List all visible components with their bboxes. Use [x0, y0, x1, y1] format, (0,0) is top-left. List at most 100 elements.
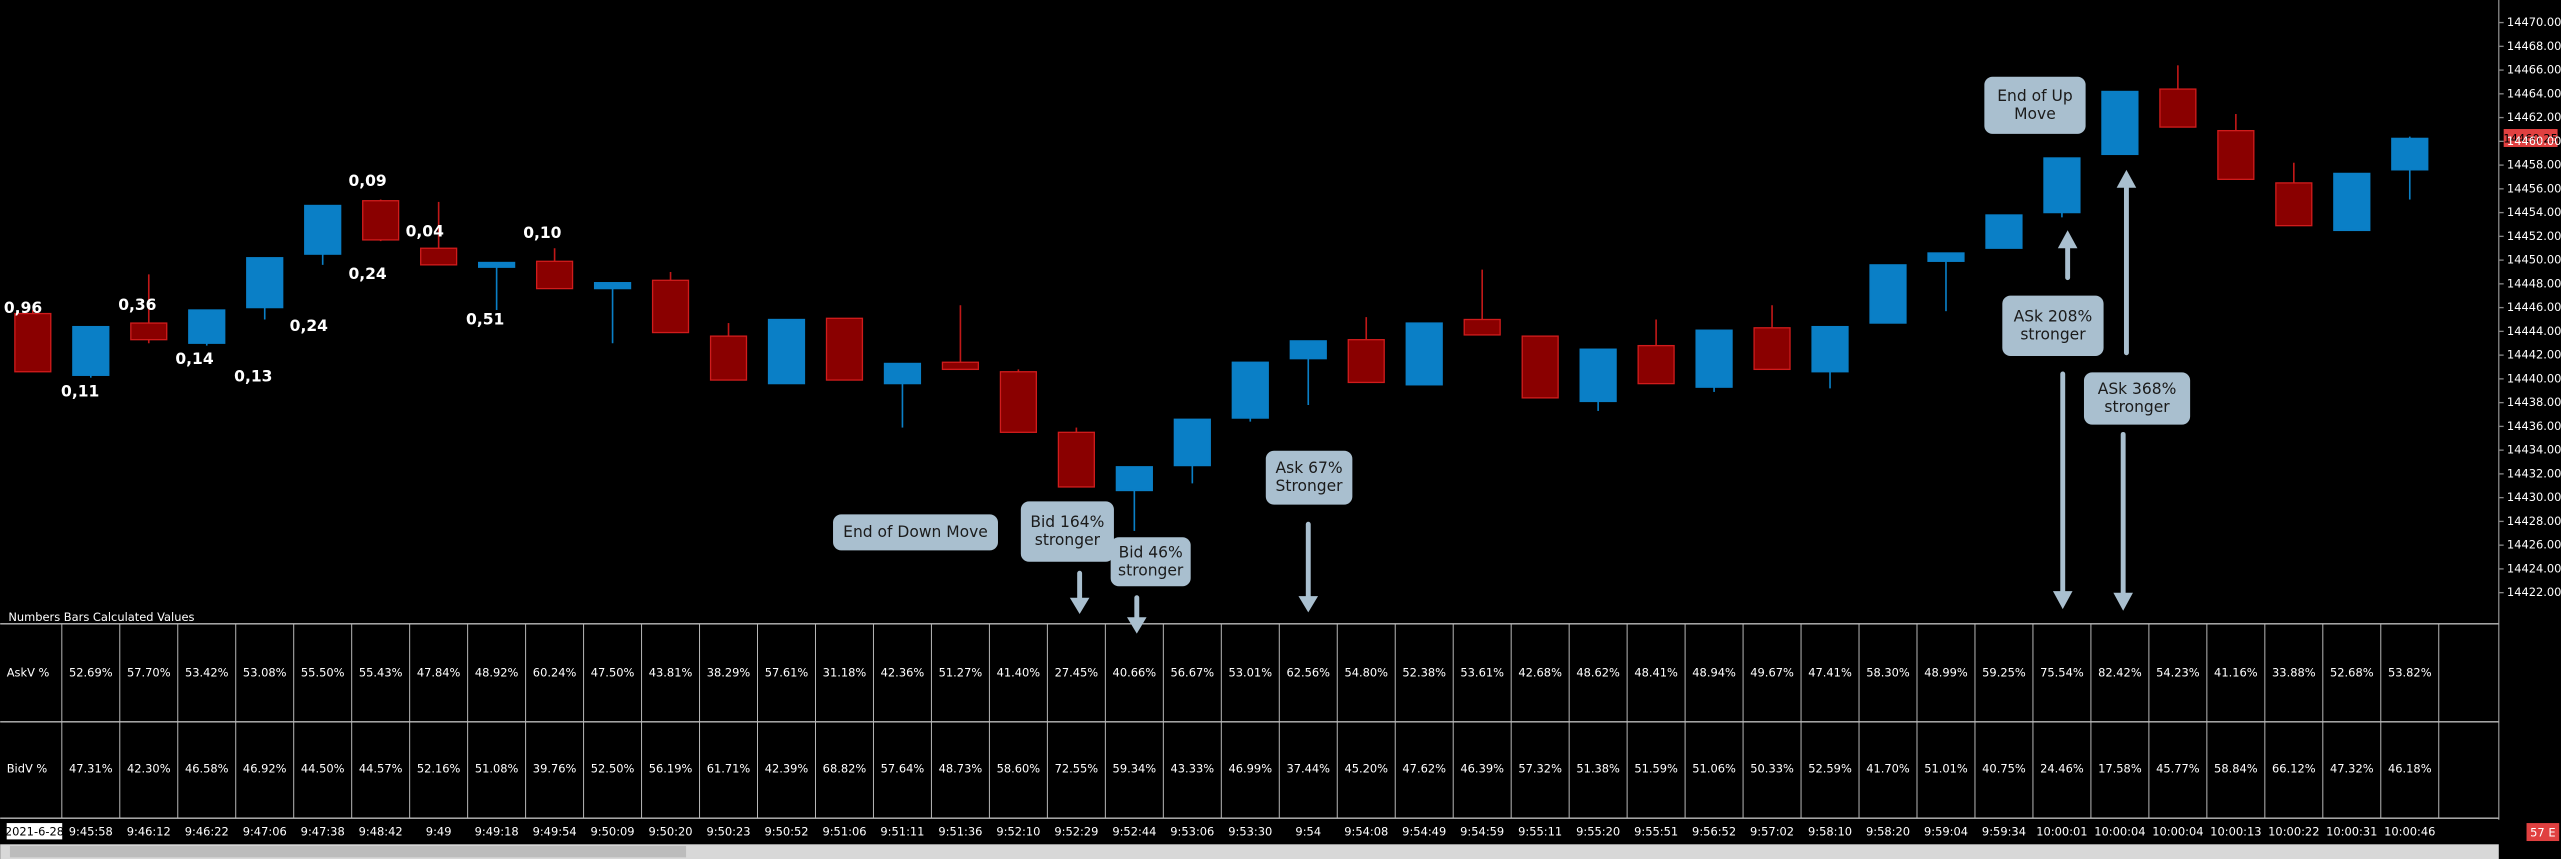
- table-cell: 59.34%: [1113, 762, 1157, 776]
- table-cell: 58.30%: [1866, 665, 1910, 679]
- annotation: 0,24: [290, 317, 328, 335]
- table-cell: 55.43%: [359, 665, 403, 679]
- table-cell: 82.42%: [2098, 665, 2142, 679]
- table-cell: 60.24%: [533, 665, 577, 679]
- candle-body: [362, 200, 400, 241]
- x-tick-label: 9:55:51: [1634, 825, 1678, 839]
- table-cell: 27.45%: [1055, 665, 1099, 679]
- callout-box: [1110, 537, 1191, 587]
- x-tick-label: 9:47:06: [243, 825, 287, 839]
- table-cell: 52.59%: [1808, 762, 1852, 776]
- callout-text: Stronger: [1276, 477, 1344, 495]
- table-cell: 51.08%: [475, 762, 519, 776]
- table-cell: 51.59%: [1634, 762, 1678, 776]
- arrow-head: [1069, 597, 1090, 615]
- table-cell: 50.33%: [1750, 762, 1794, 776]
- callout-box: [1984, 76, 2086, 134]
- table-cell: 33.88%: [2272, 665, 2316, 679]
- table-cell: 46.99%: [1229, 762, 1273, 776]
- x-tick-label: 9:48:42: [359, 825, 403, 839]
- candle-body: [1115, 466, 1153, 492]
- x-tick-label: 9:55:11: [1518, 825, 1562, 839]
- y-tick-label: 14446.00: [2507, 300, 2561, 314]
- table-cell: 42.30%: [127, 762, 171, 776]
- annotation: 0,96: [4, 299, 42, 317]
- table-cell: 38.29%: [707, 665, 751, 679]
- table-cell: 48.62%: [1576, 665, 1620, 679]
- table-cell: 61.71%: [707, 762, 751, 776]
- x-tick-label: 9:45:58: [69, 825, 113, 839]
- x-tick-label: 9:52:10: [996, 825, 1040, 839]
- candle-body: [941, 361, 980, 371]
- table-cell: 66.12%: [2272, 762, 2316, 776]
- x-tick-label: 9:55:20: [1576, 825, 1620, 839]
- y-tick-label: 14438.00: [2507, 395, 2561, 409]
- x-tick-label: 9:54:49: [1402, 825, 1446, 839]
- scrollbar-thumb[interactable]: [9, 845, 687, 858]
- x-tick-label: 9:58:20: [1866, 825, 1910, 839]
- candle-body: [709, 335, 748, 381]
- table-cell: 40.75%: [1982, 762, 2026, 776]
- arrow-head: [2116, 169, 2137, 188]
- y-tick-label: 14422.00: [2507, 585, 2561, 599]
- candle-body: [535, 260, 574, 290]
- x-tick-label: 10:00:13: [2210, 825, 2261, 839]
- y-tick-label: 14452.00: [2507, 229, 2561, 243]
- price-marker-box: [2503, 129, 2558, 147]
- table-cell: 68.82%: [823, 762, 867, 776]
- y-tick-label: 14458.00: [2507, 158, 2561, 172]
- callout-text: ASk 208%: [2014, 307, 2093, 325]
- y-tick-label: 14460.00: [2507, 134, 2561, 148]
- x-tick-label: 9:56:52: [1692, 825, 1736, 839]
- candle-body: [1289, 340, 1327, 360]
- table-cell: 51.27%: [939, 665, 983, 679]
- x-tick-label: 9:46:12: [127, 825, 171, 839]
- annotation: 0,04: [406, 222, 444, 240]
- x-tick-label: 9:53:06: [1170, 825, 1214, 839]
- y-tick-label: 14470.00: [2507, 15, 2561, 29]
- x-tick-label: 10:00:46: [2384, 825, 2435, 839]
- y-tick-label: 14462.00: [2507, 110, 2561, 124]
- table-cell: 31.18%: [823, 665, 867, 679]
- table-cell: 48.41%: [1634, 665, 1678, 679]
- x-tick-label: 9:51:36: [938, 825, 982, 839]
- table-cell: 56.19%: [649, 762, 693, 776]
- annotation: 0,11: [61, 382, 99, 400]
- y-tick-label: 14466.00: [2507, 63, 2561, 77]
- x-tick-label: 9:50:20: [649, 825, 693, 839]
- x-tick-label: 9:59:34: [1982, 825, 2026, 839]
- y-tick-label: 14432.00: [2507, 466, 2561, 480]
- candle-body: [1347, 339, 1385, 384]
- table-cell: 57.32%: [1518, 762, 1562, 776]
- candle-body: [1231, 361, 1269, 419]
- annotation: 0,09: [348, 172, 386, 190]
- x-tick-label: 9:49:18: [475, 825, 519, 839]
- x-tick-label: 9:47:38: [301, 825, 345, 839]
- x-tick-label: 9:50:52: [764, 825, 808, 839]
- table-cell: 39.76%: [533, 762, 577, 776]
- table-cell: 24.46%: [2040, 762, 2084, 776]
- x-tick-label: 9:49: [426, 825, 452, 839]
- table-cell: 42.68%: [1518, 665, 1562, 679]
- y-tick-label: 14456.00: [2507, 181, 2561, 195]
- table-cell: 55.50%: [301, 665, 345, 679]
- table-cell: 44.57%: [359, 762, 403, 776]
- table-cell: 43.33%: [1171, 762, 1215, 776]
- x-tick-label: 9:53:30: [1228, 825, 1272, 839]
- table-cell: 51.01%: [1924, 762, 1968, 776]
- y-tick-label: 14468.00: [2507, 39, 2561, 53]
- y-tick-label: 14442.00: [2507, 348, 2561, 362]
- x-tick-label: 9:52:29: [1054, 825, 1098, 839]
- callout-box: [2002, 295, 2104, 357]
- candle-body: [593, 282, 632, 290]
- price-marker: 14460.25: [2503, 131, 2558, 145]
- table-cell: 45.20%: [1344, 762, 1388, 776]
- table-cell: 58.84%: [2214, 762, 2258, 776]
- candle-body: [2391, 137, 2429, 171]
- callout-text: Bid 164%: [1030, 513, 1104, 531]
- callout-text: ASk 368%: [2098, 380, 2177, 398]
- candle-body: [1811, 325, 1849, 373]
- x-tick-label: 9:54: [1295, 825, 1321, 839]
- callout-box: [1265, 450, 1353, 505]
